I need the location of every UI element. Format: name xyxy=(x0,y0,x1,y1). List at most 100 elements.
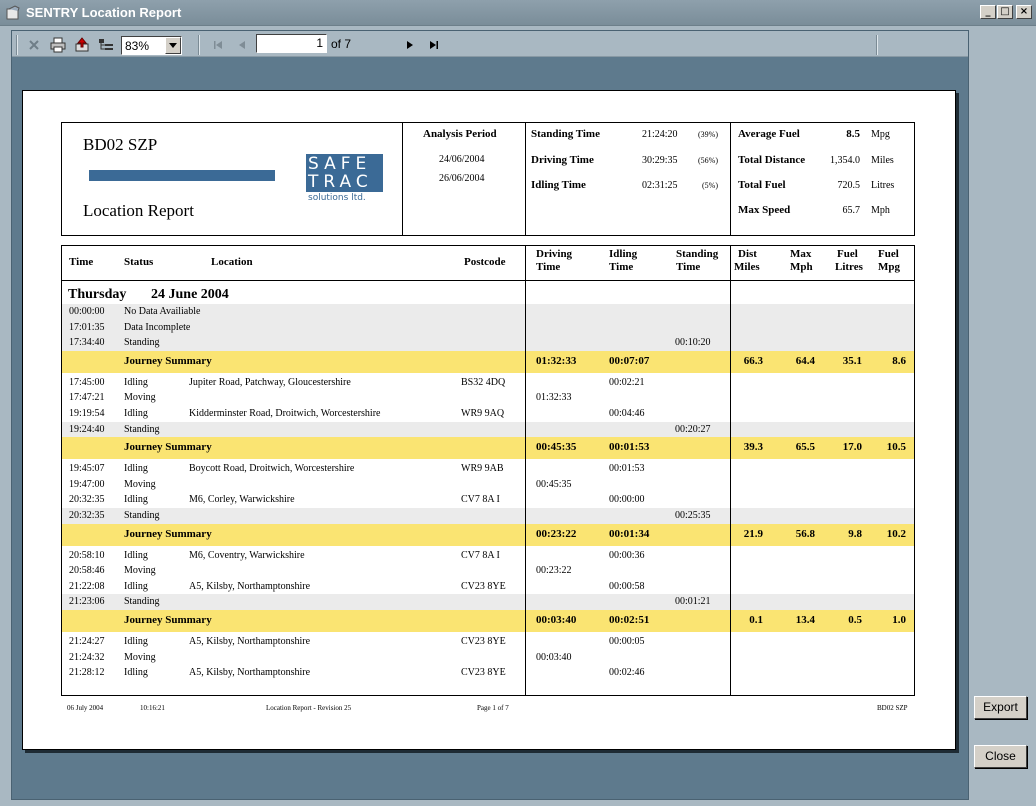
report-header: BD02 SZP Location Report SAFE TRAC solut… xyxy=(61,122,915,236)
cell-idling: 00:01:53 xyxy=(609,441,650,454)
cell-time: 21:28:12 xyxy=(69,667,105,679)
cell-label: Journey Summary xyxy=(124,614,212,626)
vehicle-registration: BD02 SZP xyxy=(83,135,158,154)
cell-driving: 00:45:35 xyxy=(536,478,572,490)
cell-time: 19:47:00 xyxy=(69,478,105,490)
cell-location: M6, Coventry, Warwickshire xyxy=(189,549,305,561)
cell-time: 19:24:40 xyxy=(69,423,105,435)
col-standing-1: Standing xyxy=(676,248,719,260)
cell-status: No Data Availiable xyxy=(124,306,201,317)
average-fuel-value: 8.5 xyxy=(846,128,860,140)
header-divider xyxy=(525,123,526,235)
cell-status: Standing xyxy=(124,337,160,349)
journey-summary-row: Journey Summary 01:32:33 00:07:07 66.3 64.4 3… xyxy=(62,350,914,373)
minimize-button[interactable]: _ xyxy=(980,5,996,19)
zoom-select[interactable]: 83% xyxy=(121,36,182,55)
cell-time: 20:58:10 xyxy=(69,549,105,561)
cell-location: A5, Kilsby, Northamptonshire xyxy=(189,580,311,592)
group-tree-icon[interactable] xyxy=(97,36,115,54)
page-number-input[interactable]: 1 xyxy=(256,34,327,53)
footer-date: 06 July 2004 xyxy=(67,704,104,712)
print-icon[interactable] xyxy=(49,36,67,54)
footer-report-name: Location Report - Revision 25 xyxy=(266,704,352,712)
report-title: Location Report xyxy=(83,201,194,220)
cell-driving: 01:32:33 xyxy=(536,392,572,404)
header-divider xyxy=(402,123,403,235)
analysis-from: 24/06/2004 xyxy=(439,154,485,165)
cell-idling: 00:00:36 xyxy=(609,549,645,561)
cell-idling: 00:07:07 xyxy=(609,354,650,367)
cell-driving: 00:23:22 xyxy=(536,527,577,540)
cell-dist: 39.3 xyxy=(743,441,763,454)
table-header: Time Status Location Postcode Driving Ti… xyxy=(62,246,914,281)
footer-page: Page 1 of 7 xyxy=(477,704,509,712)
journey-table: 00:00:00 No Data Availiable 17:01:35 Data I… xyxy=(61,245,915,696)
cell-driving: 00:45:35 xyxy=(536,441,577,454)
cell-idling: 00:02:51 xyxy=(609,614,650,626)
average-fuel-label: Average Fuel xyxy=(738,128,800,140)
window-title-bar: SENTRY Location Report _ □ × xyxy=(0,0,1036,26)
cell-location: Boycott Road, Droitwich, Worcestershire xyxy=(189,463,355,475)
cell-postcode: CV23 8YE xyxy=(461,636,506,647)
window-title: SENTRY Location Report xyxy=(26,5,182,20)
cell-time: 17:47:21 xyxy=(69,392,105,404)
table-row: 17:01:35 Data Incomplete xyxy=(62,319,914,336)
export-icon[interactable] xyxy=(73,36,91,54)
cell-status: Data Incomplete xyxy=(124,321,191,333)
cell-postcode: CV23 8YE xyxy=(461,580,506,592)
table-row: 21:24:32 Moving 00:03:40 xyxy=(62,650,914,666)
cell-postcode: BS32 4DQ xyxy=(461,376,506,388)
toolbar-separator xyxy=(876,35,878,55)
table-row: 20:58:46 Moving 00:23:22 xyxy=(62,563,914,579)
idling-time-value: 02:31:25 xyxy=(642,180,678,191)
cell-standing: 00:01:21 xyxy=(675,596,711,608)
safetrac-logo: SAFE TRAC solutions ltd. xyxy=(306,154,384,204)
table-row: 21:24:27 Idling A5, Kilsby, Northamptonshi… xyxy=(62,634,914,650)
col-idling-2: Time xyxy=(609,261,634,273)
cell-postcode: WR9 9AQ xyxy=(461,408,505,419)
cell-status: Moving xyxy=(124,651,156,663)
cell-time: 17:45:00 xyxy=(69,376,105,388)
next-page-icon[interactable] xyxy=(401,36,419,54)
cell-label: Journey Summary xyxy=(124,527,212,540)
cell-fuel: 17.0 xyxy=(842,441,862,454)
table-row: 19:45:07 Idling Boycott Road, Droitwich, W… xyxy=(62,461,914,477)
journey-summary-row: Journey Summary 00:45:35 00:01:53 39.3 65.5 1… xyxy=(62,437,914,460)
cell-dist: 0.1 xyxy=(749,614,763,626)
previous-page-icon[interactable] xyxy=(233,36,251,54)
viewer-toolbar: 83% xyxy=(12,31,968,57)
col-driving-2: Time xyxy=(536,261,561,273)
last-page-icon[interactable] xyxy=(425,36,443,54)
cell-maxmph: 65.5 xyxy=(795,441,815,454)
table-row: 19:24:40 Standing 00:20:27 xyxy=(62,421,914,438)
cell-status: Standing xyxy=(124,510,160,521)
table-row: 19:19:54 Idling Kidderminster Road, Droitw… xyxy=(62,406,914,422)
col-mpg-2: Mpg xyxy=(878,261,900,273)
col-dist-2: Miles xyxy=(734,261,760,273)
header-divider xyxy=(730,123,731,235)
cell-time: 00:00:00 xyxy=(69,306,105,317)
cell-status: Idling xyxy=(124,376,148,388)
driving-time-label: Driving Time xyxy=(531,154,594,166)
export-button[interactable]: Export xyxy=(974,696,1027,719)
table-row: 21:23:06 Standing 00:01:21 xyxy=(62,594,914,611)
maximize-button[interactable]: □ xyxy=(997,5,1013,19)
close-button[interactable]: Close xyxy=(974,745,1027,768)
idling-time-label: Idling Time xyxy=(531,179,586,191)
cancel-icon[interactable] xyxy=(25,36,43,54)
cell-location: A5, Kilsby, Northamptonshire xyxy=(189,636,311,647)
cell-location: A5, Kilsby, Northamptonshire xyxy=(189,667,311,679)
first-page-icon[interactable] xyxy=(209,36,227,54)
close-window-button[interactable]: × xyxy=(1016,5,1032,19)
cell-time: 20:32:35 xyxy=(69,510,105,521)
toolbar-separator xyxy=(16,35,18,55)
toolbar-separator xyxy=(198,35,200,55)
chevron-down-icon[interactable] xyxy=(165,37,181,54)
cell-time: 19:45:07 xyxy=(69,463,105,475)
col-maxmph-2: Mph xyxy=(790,261,813,273)
col-fuel-2: Litres xyxy=(835,261,863,273)
cell-fuel: 9.8 xyxy=(848,527,862,540)
cell-idling: 00:00:58 xyxy=(609,580,645,592)
footer-time: 10:16:21 xyxy=(140,704,165,712)
cell-time: 21:22:08 xyxy=(69,580,105,592)
